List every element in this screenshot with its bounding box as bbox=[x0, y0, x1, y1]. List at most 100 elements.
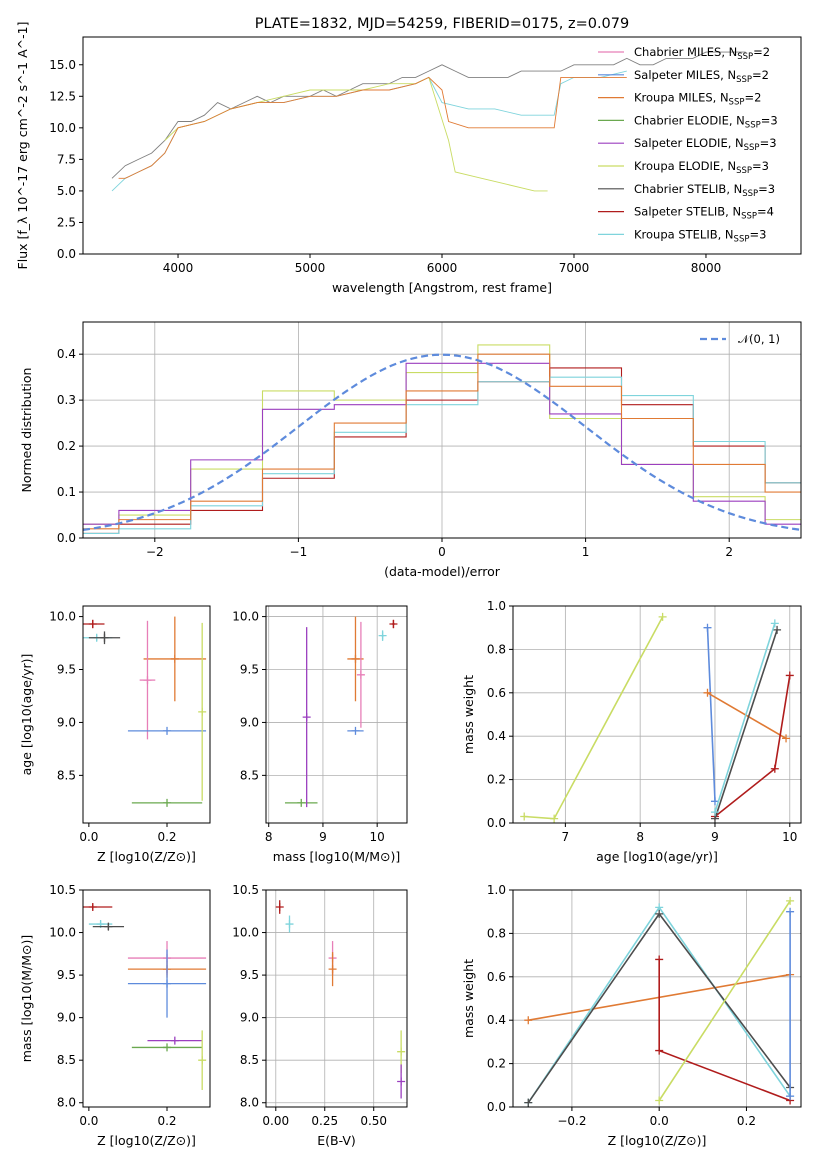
x-tick-label: 7 bbox=[562, 830, 570, 844]
y-tick-label: 9.0 bbox=[240, 1011, 259, 1025]
series-line-2 bbox=[164, 76, 548, 192]
data-point bbox=[397, 1077, 406, 1086]
x-tick-label: −1 bbox=[290, 545, 308, 559]
y-tick-label: 9.0 bbox=[57, 1011, 76, 1025]
x-tick-label: 6000 bbox=[427, 261, 458, 275]
chart-title: PLATE=1832, MJD=54259, FIBERID=0175, z=0… bbox=[255, 16, 629, 32]
series-point bbox=[655, 1096, 664, 1105]
y-tick-label: 9.5 bbox=[240, 968, 259, 982]
y-tick-label: 1.0 bbox=[487, 883, 506, 897]
x-axis-label: Z [log10(Z/Z⊙)] bbox=[97, 849, 196, 864]
series-line-2 bbox=[707, 692, 787, 740]
series-point bbox=[782, 734, 791, 743]
axes-frame bbox=[265, 889, 408, 1108]
x-tick-label: −2 bbox=[146, 545, 164, 559]
data-point bbox=[389, 619, 398, 628]
data-point bbox=[351, 654, 360, 663]
y-tick-label: 0.2 bbox=[487, 1057, 506, 1071]
x-tick-label: 0.25 bbox=[311, 1114, 338, 1128]
y-tick-label: 0.3 bbox=[57, 393, 76, 407]
y-tick-label: 10.5 bbox=[49, 883, 76, 897]
y-tick-label: 0.4 bbox=[57, 347, 76, 361]
data-point bbox=[378, 631, 387, 640]
series-point bbox=[550, 814, 559, 823]
histogram-1 bbox=[83, 362, 801, 525]
legend-label: Kroupa STELIB, NSSP=3 bbox=[634, 227, 766, 244]
x-tick-label: 8 bbox=[265, 830, 273, 844]
series-line-4 bbox=[658, 900, 791, 1101]
y-tick-label: 0.0 bbox=[57, 531, 76, 545]
series-point bbox=[773, 625, 782, 634]
y-tick-label: 8.0 bbox=[57, 1096, 76, 1110]
series-line-1 bbox=[706, 627, 716, 802]
x-axis-label: wavelength [Angstrom, rest frame] bbox=[332, 280, 552, 295]
axes-frame bbox=[512, 605, 802, 824]
series-point bbox=[786, 1092, 795, 1101]
axes-frame bbox=[82, 889, 211, 1108]
y-tick-label: 10.0 bbox=[232, 926, 259, 940]
y-tick-label: 9.5 bbox=[240, 663, 259, 677]
histogram-0 bbox=[83, 344, 801, 525]
data-point bbox=[88, 619, 97, 628]
x-tick-label: −0.2 bbox=[557, 1114, 586, 1128]
x-tick-label: 9 bbox=[319, 830, 327, 844]
x-axis-label: age [log10(age/yr)] bbox=[596, 849, 718, 864]
y-tick-label: 0.2 bbox=[487, 773, 506, 787]
series-point bbox=[786, 907, 795, 916]
legend-label: Chabrier STELIB, NSSP=3 bbox=[634, 182, 775, 199]
panel-age-Z: 0.0 0.2 8.5 9.0 9.5 10.0 Z [log10(Z/Z⊙)] age [l… bbox=[19, 605, 211, 864]
series-line-3 bbox=[658, 959, 791, 1102]
x-axis-label: Z [log10(Z/Z⊙)] bbox=[97, 1133, 196, 1148]
series-point bbox=[658, 612, 667, 621]
panel-weight-age: 7 8 9 10 0.0 0.2 0.4 0.6 0.8 1.0 age [log10(age/yr… bbox=[461, 599, 802, 864]
series-line-0 bbox=[111, 51, 746, 179]
data-point bbox=[198, 707, 207, 716]
y-tick-label: 15.0 bbox=[49, 58, 76, 72]
x-tick-label: 7000 bbox=[559, 261, 590, 275]
series-point bbox=[710, 808, 719, 817]
histogram-2 bbox=[83, 367, 801, 534]
y-tick-label: 10.0 bbox=[49, 610, 76, 624]
data-point bbox=[163, 798, 172, 807]
x-tick-label: 0 bbox=[438, 545, 446, 559]
y-tick-label: 5.0 bbox=[57, 184, 76, 198]
data-point bbox=[143, 676, 152, 685]
x-tick-label: 0.50 bbox=[360, 1114, 387, 1128]
axes-frame bbox=[265, 605, 408, 824]
y-axis-label: mass weight bbox=[461, 675, 476, 754]
legend-label: Kroupa ELODIE, NSSP=3 bbox=[634, 159, 769, 176]
series-line-3 bbox=[118, 76, 627, 179]
data-point bbox=[328, 965, 337, 974]
y-tick-label: 0.0 bbox=[487, 1100, 506, 1114]
x-tick-label: 0.2 bbox=[157, 1114, 176, 1128]
series-point bbox=[770, 764, 779, 773]
x-tick-label: 4000 bbox=[163, 261, 194, 275]
histogram-4 bbox=[83, 353, 801, 530]
x-tick-label: 8 bbox=[636, 830, 644, 844]
y-tick-label: 0.4 bbox=[487, 729, 506, 743]
x-tick-label: 0.0 bbox=[650, 1114, 669, 1128]
legend-label: Salpeter STELIB, NSSP=4 bbox=[634, 205, 774, 222]
x-tick-label: 0.00 bbox=[262, 1114, 289, 1128]
x-tick-label: 9 bbox=[711, 830, 719, 844]
panel-age-mass: 8 9 10 8.5 9.0 9.5 10.0 mass [log10(M/M⊙)] bbox=[232, 605, 408, 864]
y-tick-label: 9.0 bbox=[57, 715, 76, 729]
y-axis-label: mass weight bbox=[461, 959, 476, 1038]
y-tick-label: 10.0 bbox=[232, 610, 259, 624]
y-tick-label: 2.5 bbox=[57, 215, 76, 229]
data-point bbox=[170, 1036, 179, 1045]
series-point bbox=[703, 623, 712, 632]
x-axis-label: mass [log10(M/M⊙)] bbox=[273, 849, 401, 864]
x-tick-label: 8000 bbox=[691, 261, 722, 275]
x-tick-label: 0.0 bbox=[79, 1114, 98, 1128]
y-tick-label: 0.2 bbox=[57, 439, 76, 453]
series-point bbox=[655, 955, 664, 964]
data-point bbox=[170, 654, 179, 663]
data-point bbox=[297, 798, 306, 807]
series-point bbox=[785, 671, 794, 680]
y-tick-label: 9.5 bbox=[57, 968, 76, 982]
x-axis-label: E(B-V) bbox=[317, 1133, 356, 1148]
data-point bbox=[356, 670, 365, 679]
data-point bbox=[397, 1047, 406, 1056]
legend-label: 𝒩(0, 1) bbox=[738, 332, 780, 346]
